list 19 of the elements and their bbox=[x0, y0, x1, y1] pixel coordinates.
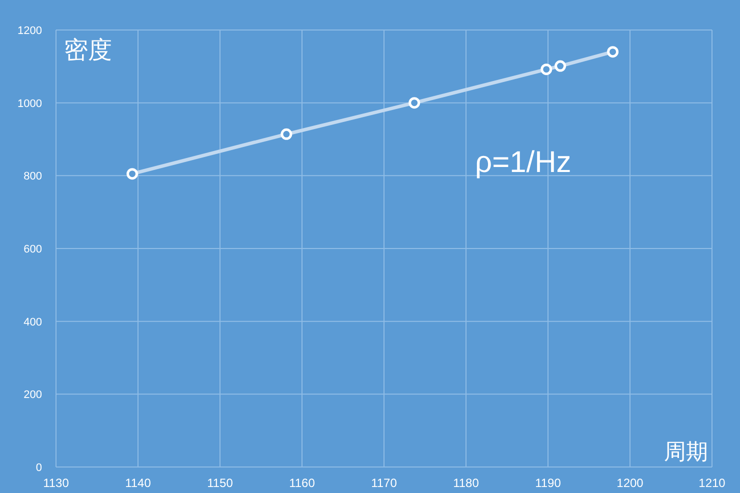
x-tick-label: 1190 bbox=[535, 476, 562, 490]
annotation: ρ=1/Hz bbox=[475, 146, 572, 179]
x-tick-label: 1150 bbox=[207, 476, 234, 490]
y-tick-label: 600 bbox=[24, 244, 42, 256]
x-axis-title: 周期 bbox=[664, 439, 708, 464]
x-tick-label: 1210 bbox=[698, 476, 726, 490]
x-tick-label: 1200 bbox=[616, 476, 644, 490]
x-tick-label: 1140 bbox=[125, 476, 152, 490]
y-tick-label: 400 bbox=[24, 316, 42, 328]
x-tick-label: 1160 bbox=[289, 476, 316, 490]
y-axis-title: 密度 bbox=[64, 37, 112, 64]
x-tick-label: 1170 bbox=[371, 476, 398, 490]
y-tick-label: 1000 bbox=[18, 98, 42, 110]
y-tick-label: 0 bbox=[36, 462, 42, 474]
x-tick-label: 1130 bbox=[43, 476, 70, 490]
y-tick-label: 1200 bbox=[18, 25, 42, 37]
y-tick-label: 800 bbox=[24, 170, 42, 183]
y-tick-label: 200 bbox=[24, 389, 42, 402]
x-tick-label: 1180 bbox=[453, 476, 480, 490]
